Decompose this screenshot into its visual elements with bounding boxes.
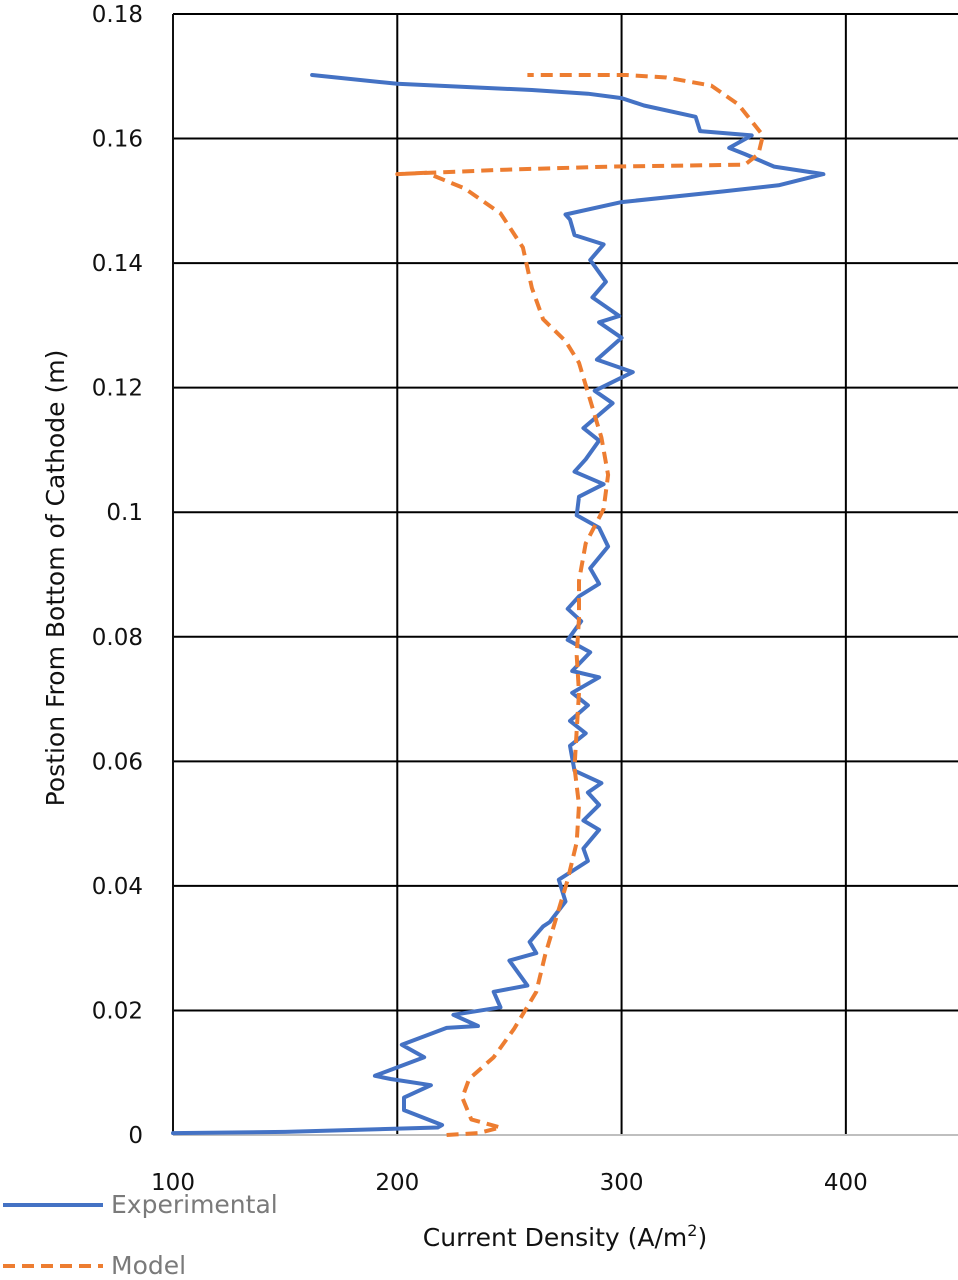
tick-labels: 0 0.02 0.04 0.06 0.08 0.1 0.12 0.14 0.16 0.18 100 2… bbox=[92, 2, 868, 1196]
legend-item-experimental: Experimental bbox=[3, 1190, 278, 1219]
y-tick-label: 0.1 bbox=[106, 500, 143, 526]
x-axis-title: Current Density (A/m2) bbox=[423, 1221, 707, 1252]
y-tick-label: 0.08 bbox=[92, 625, 143, 651]
y-tick-label: 0.12 bbox=[92, 376, 143, 402]
y-tick-label: 0 bbox=[128, 1123, 143, 1149]
series-line-experimental bbox=[171, 73, 826, 1136]
y-tick-label: 0.14 bbox=[92, 251, 143, 277]
series bbox=[171, 73, 826, 1137]
legend-item-model: Model bbox=[3, 1251, 186, 1280]
x-tick-label: 100 bbox=[151, 1170, 195, 1196]
y-axis-title: Postion From Bottom of Cathode (m) bbox=[41, 350, 70, 807]
grid bbox=[173, 13, 958, 1135]
legend-label-model: Model bbox=[111, 1251, 186, 1280]
x-axis-title-suffix: ) bbox=[697, 1223, 707, 1252]
x-tick-label: 300 bbox=[600, 1170, 644, 1196]
x-axis-title-main: Current Density (A/m bbox=[423, 1223, 687, 1252]
y-tick-label: 0.02 bbox=[92, 998, 143, 1024]
series-line-model bbox=[395, 73, 765, 1137]
legend: Experimental Model bbox=[3, 1190, 278, 1280]
y-tick-label: 0.18 bbox=[92, 2, 143, 28]
x-tick-label: 400 bbox=[824, 1170, 868, 1196]
legend-label-experimental: Experimental bbox=[111, 1190, 278, 1219]
y-tick-label: 0.06 bbox=[92, 749, 143, 775]
x-axis-title-sup: 2 bbox=[687, 1221, 697, 1240]
x-tick-label: 200 bbox=[375, 1170, 419, 1196]
y-tick-label: 0.04 bbox=[92, 874, 143, 900]
axes bbox=[172, 14, 958, 1136]
y-tick-label: 0.16 bbox=[92, 127, 143, 153]
